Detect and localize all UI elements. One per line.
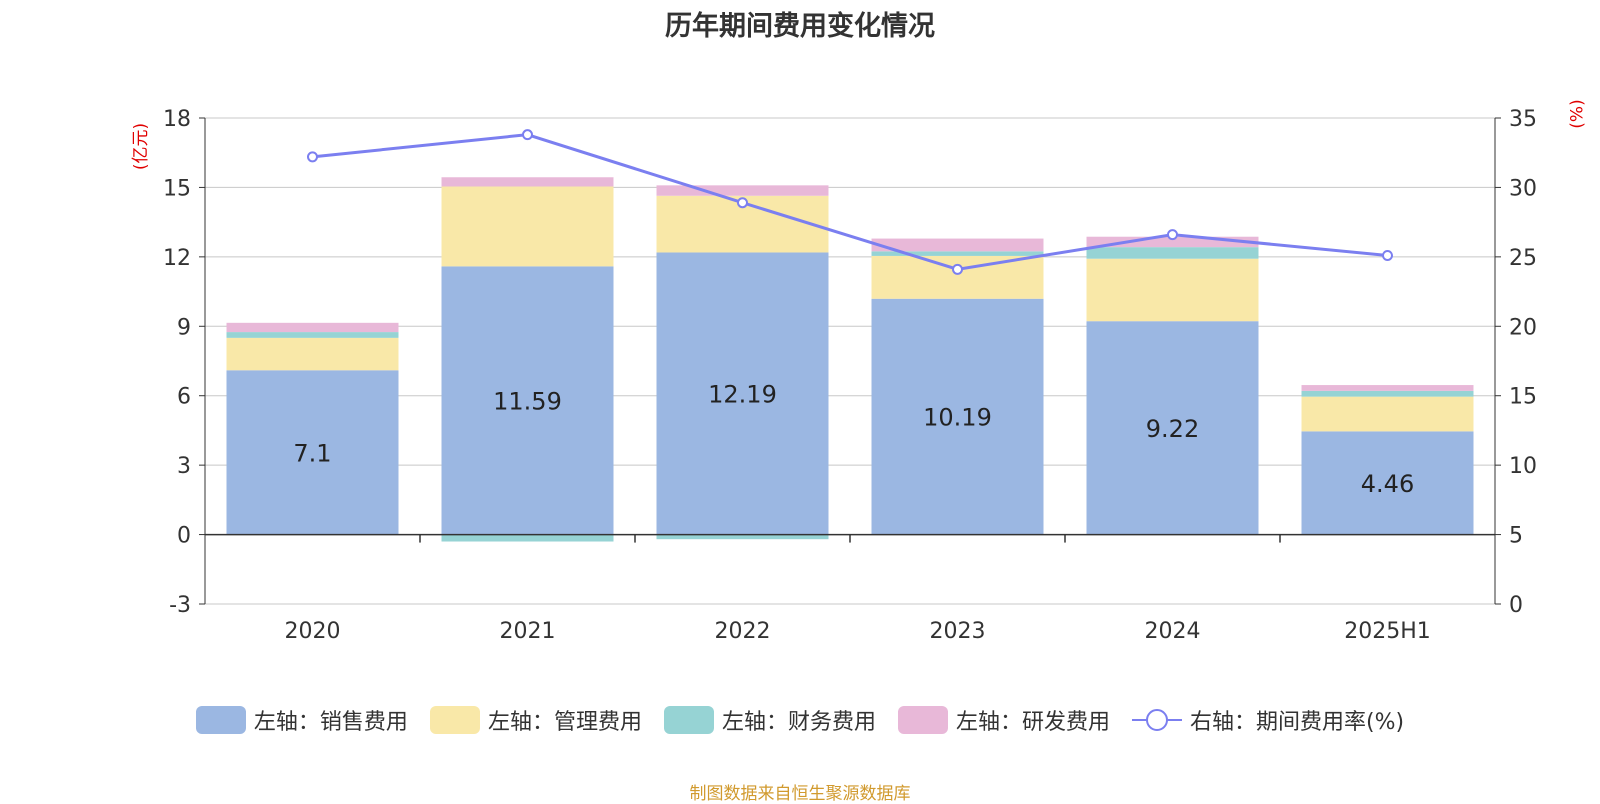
bar-segment	[441, 266, 614, 535]
bar-segment	[871, 251, 1044, 256]
bar-segment	[1086, 321, 1259, 535]
legend-item[interactable]: 左轴：管理费用	[429, 704, 642, 736]
legend-item[interactable]: 左轴：研发费用	[897, 704, 1110, 736]
left-axis-unit: (亿元)	[131, 122, 152, 171]
left-tick-label: 12	[163, 246, 191, 271]
bar-segment	[226, 370, 399, 535]
bar-segment	[871, 255, 1044, 299]
bar-data-label: 7.1	[293, 439, 331, 467]
chart-title: 历年期间费用变化情况	[665, 11, 935, 42]
chart-legend: 左轴：销售费用 左轴：管理费用 左轴：财务费用 左轴：研发费用 右轴：期间费用率(%)	[0, 704, 1600, 736]
right-tick-label: 25	[1509, 246, 1537, 271]
bar-segment	[1301, 385, 1474, 391]
bar-segment	[871, 298, 1044, 535]
legend-label: 左轴：管理费用	[487, 710, 642, 735]
right-tick-label: 20	[1509, 315, 1537, 340]
right-tick-label: 35	[1509, 107, 1537, 132]
bar-segment	[1301, 431, 1474, 535]
bar-segment	[441, 186, 614, 267]
bar-segment	[1301, 396, 1474, 432]
right-tick-label: 30	[1509, 176, 1537, 201]
expense-rate-point	[737, 197, 748, 209]
bar-segment	[226, 332, 399, 338]
x-tick-label: 2024	[1145, 619, 1201, 644]
bar-data-label: 10.19	[923, 404, 992, 432]
expense-rate-line	[312, 133, 1388, 271]
bar-segment	[656, 534, 829, 540]
bar-segment	[1086, 258, 1259, 322]
bar-data-label: 11.59	[493, 387, 562, 415]
legend-swatch	[663, 706, 714, 734]
legend-label: 左轴：财务费用	[721, 710, 876, 735]
expense-rate-point	[522, 129, 533, 141]
right-axis-unit: (%)	[1567, 99, 1588, 129]
expense-rate-point	[307, 151, 318, 163]
legend-label: 右轴：期间费用率(%)	[1189, 710, 1405, 735]
bar-segment	[1086, 247, 1259, 259]
left-tick-label: 0	[177, 524, 191, 549]
legend-swatch	[897, 706, 948, 734]
legend-label: 左轴：销售费用	[253, 710, 408, 735]
expense-rate-point	[952, 263, 963, 275]
left-tick-label: 3	[177, 454, 191, 479]
bar-segment	[1086, 236, 1259, 248]
left-tick-label: 18	[163, 107, 191, 132]
bar-data-label: 9.22	[1146, 415, 1199, 443]
expense-rate-point	[1382, 249, 1393, 261]
bar-segment	[1301, 390, 1474, 397]
legend-line-marker	[1131, 706, 1182, 734]
x-tick-label: 2020	[285, 619, 341, 644]
bar-data-label: 4.46	[1361, 470, 1414, 498]
bar-segment	[226, 322, 399, 333]
expense-rate-point	[1167, 229, 1178, 241]
left-tick-label: 9	[177, 315, 191, 340]
bar-segment	[226, 337, 399, 371]
legend-item[interactable]: 右轴：期间费用率(%)	[1131, 704, 1405, 736]
legend-item[interactable]: 左轴：销售费用	[195, 704, 408, 736]
bar-data-label: 12.19	[708, 381, 777, 409]
legend-swatch	[195, 706, 246, 734]
right-tick-label: 5	[1509, 524, 1523, 549]
x-tick-label: 2022	[715, 619, 771, 644]
bar-segment	[656, 185, 829, 196]
bar-segment	[871, 238, 1044, 252]
bar-segment	[441, 534, 614, 542]
right-tick-label: 0	[1509, 593, 1523, 618]
legend-label: 左轴：研发费用	[955, 710, 1110, 735]
right-tick-label: 10	[1509, 454, 1537, 479]
left-tick-label: 6	[177, 385, 191, 410]
x-tick-label: 2025H1	[1344, 619, 1431, 644]
legend-item[interactable]: 左轴：财务费用	[663, 704, 876, 736]
data-source-note: 制图数据来自恒生聚源数据库	[689, 784, 911, 804]
left-tick-label: 15	[163, 176, 191, 201]
right-tick-label: 15	[1509, 385, 1537, 410]
x-tick-label: 2021	[500, 619, 556, 644]
bar-segment	[656, 252, 829, 535]
x-tick-label: 2023	[930, 619, 986, 644]
left-tick-label: -3	[169, 593, 191, 618]
bar-segment	[441, 177, 614, 187]
legend-swatch	[429, 706, 480, 734]
